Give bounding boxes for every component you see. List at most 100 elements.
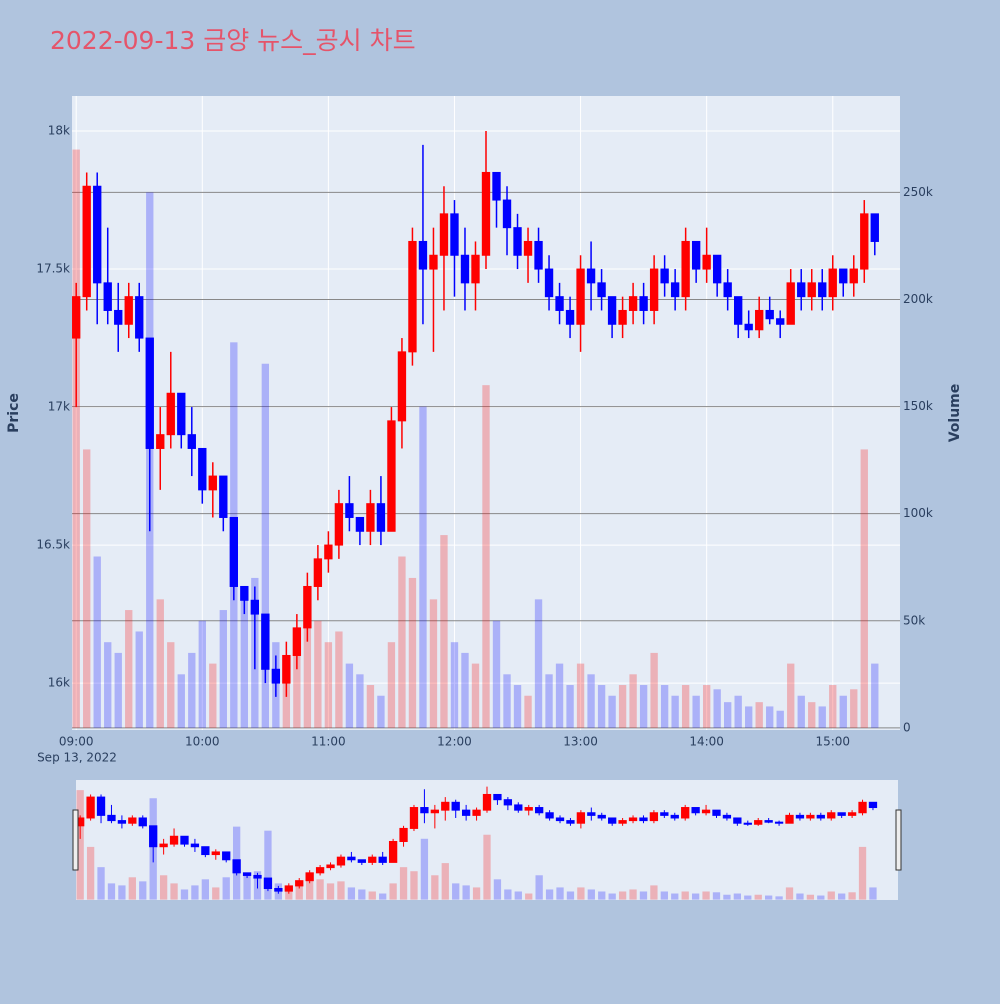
candle-body	[534, 240, 543, 270]
x-tick-label: 11:00	[311, 735, 346, 749]
volume-bar	[681, 685, 690, 728]
mini-candle-body	[347, 856, 356, 861]
mini-candle-body	[555, 817, 565, 822]
volume-bar	[303, 599, 312, 728]
mini-volume-bar	[180, 889, 189, 900]
mini-volume-bar	[139, 881, 147, 900]
volume-bar	[293, 631, 301, 728]
mini-candle-body	[211, 851, 220, 856]
candle-body	[324, 544, 333, 560]
rangeslider-handle-right[interactable]	[895, 809, 902, 871]
candle-body	[828, 268, 837, 298]
candle-body	[670, 282, 680, 298]
volume-bar	[156, 599, 164, 728]
candle-body	[450, 213, 459, 256]
rangeslider-handle-left[interactable]	[72, 809, 79, 871]
mini-volume-bar	[869, 887, 877, 900]
candle-body	[576, 268, 585, 325]
mini-candle-body	[451, 801, 460, 811]
x-tick-label: 15:00	[815, 735, 850, 749]
volume-bar	[125, 610, 133, 728]
mini-volume-bar	[347, 887, 356, 900]
candle-body	[156, 434, 165, 449]
mini-candle-body	[388, 840, 398, 863]
mini-volume-bar	[556, 887, 564, 900]
candle-body	[366, 503, 375, 532]
volume-bar	[83, 449, 91, 728]
candle-body	[72, 296, 81, 339]
mini-candle-body	[524, 807, 533, 811]
candle-body	[471, 254, 480, 284]
volume-bar	[114, 652, 122, 728]
volume-bar	[261, 363, 270, 728]
mini-volume-bar	[577, 887, 585, 900]
mini-candle-body	[378, 856, 387, 863]
mini-volume-bar	[848, 892, 856, 900]
mini-volume-bar	[337, 881, 345, 900]
volume-bar	[135, 631, 143, 728]
mini-candle-body	[639, 817, 648, 822]
volume-bar	[356, 674, 364, 728]
volume-bar	[692, 695, 700, 728]
mini-volume-bar	[838, 893, 846, 900]
candle-body	[429, 254, 438, 270]
mini-candle-body	[576, 812, 586, 824]
mini-candle-body	[774, 821, 784, 824]
candle-body	[734, 296, 743, 325]
volume-bar	[671, 695, 679, 728]
volume-bar	[450, 642, 459, 728]
mini-volume-bar	[691, 893, 700, 900]
x-date-label: Sep 13, 2022	[37, 751, 117, 765]
y-tick-label: 16k	[48, 676, 70, 690]
mini-candle-body	[107, 814, 116, 822]
mini-candle-body	[743, 822, 752, 825]
volume-bar	[629, 674, 637, 728]
mini-candle-body	[649, 812, 659, 822]
volume-bar	[587, 674, 595, 728]
candle-body	[807, 282, 816, 298]
volume-bar	[471, 663, 480, 728]
mini-candle-body	[117, 820, 127, 824]
candle-body	[219, 475, 228, 518]
volume-bar	[524, 695, 532, 728]
mini-volume-bar	[608, 893, 616, 900]
candle-body	[618, 309, 627, 325]
mini-volume-bar	[671, 893, 679, 900]
mini-volume-bar	[379, 893, 387, 900]
mini-candle-body	[503, 799, 513, 806]
mini-volume-bar	[650, 885, 658, 900]
mini-volume-bar	[504, 889, 512, 900]
mini-volume-bar	[368, 891, 376, 900]
candle-body	[271, 668, 281, 684]
volume-bar	[839, 695, 847, 728]
mini-candle-body	[357, 859, 366, 863]
mini-candle-body	[274, 888, 283, 892]
mini-candle-body	[86, 796, 95, 819]
candle-body	[786, 282, 795, 325]
mini-volume-bar	[452, 883, 460, 900]
mini-volume-bar	[775, 896, 783, 900]
volume-bar	[755, 702, 763, 728]
mini-volume-bar	[191, 885, 199, 900]
candle-body	[460, 254, 470, 284]
candle-body	[177, 392, 186, 436]
mini-volume-bar	[744, 895, 752, 900]
candle-body	[303, 585, 312, 629]
volume-bar	[871, 663, 879, 728]
x-tick-label: 09:00	[59, 735, 94, 749]
candle-body	[849, 268, 858, 284]
mini-candle-body	[430, 809, 439, 814]
candle-body	[387, 420, 396, 532]
volume-bar	[766, 706, 774, 728]
mini-volume-bar	[702, 891, 710, 900]
mini-candle-body	[733, 817, 742, 824]
mini-volume-bar	[618, 891, 627, 900]
y2-axis-title: Volume	[947, 384, 963, 443]
volume-bar	[219, 610, 227, 728]
volume-bar	[461, 652, 469, 728]
candle-body	[282, 654, 291, 684]
mini-candle-body	[587, 812, 596, 816]
mini-candle-body	[190, 843, 200, 848]
mini-volume-bar	[493, 879, 502, 900]
volume-bar	[177, 674, 185, 728]
